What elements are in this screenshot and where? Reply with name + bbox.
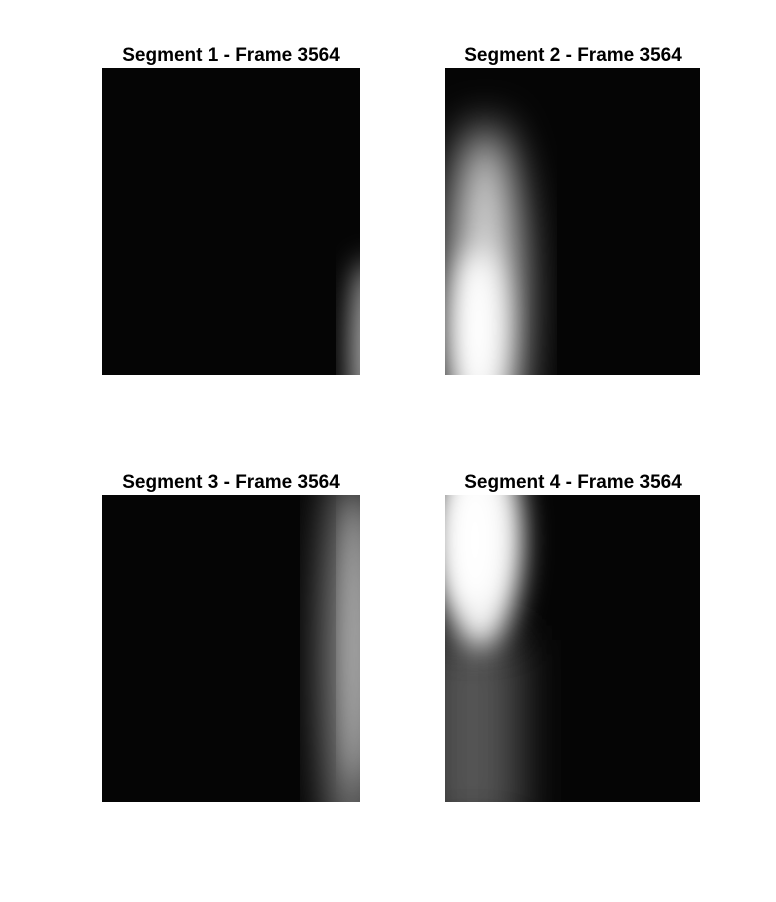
panel-title: Segment 3 - Frame 3564 — [122, 472, 340, 493]
image-panel — [102, 495, 360, 802]
panel-title: Segment 4 - Frame 3564 — [464, 472, 682, 493]
image-panel — [102, 68, 360, 375]
panel-title: Segment 2 - Frame 3564 — [464, 45, 682, 66]
panel-title: Segment 1 - Frame 3564 — [122, 45, 340, 66]
image-panel — [445, 495, 700, 802]
image-panel — [445, 68, 700, 375]
